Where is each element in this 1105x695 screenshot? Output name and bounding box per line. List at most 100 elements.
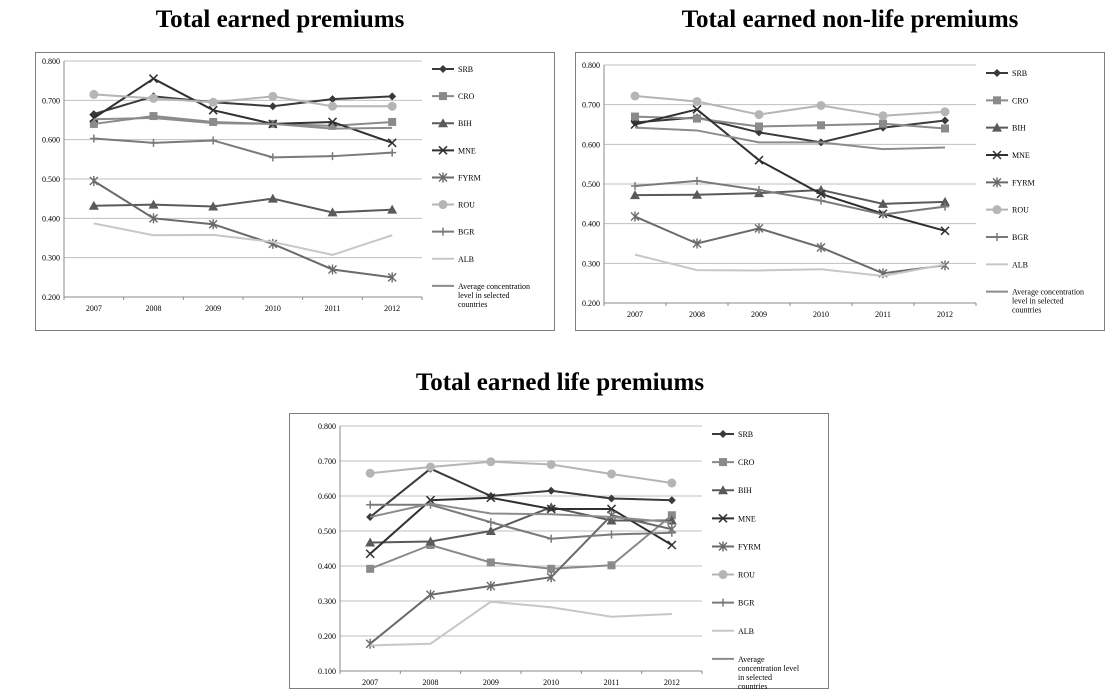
y-tick-label: 0.600: [318, 492, 336, 501]
data-point: [547, 486, 556, 495]
data-point: [89, 89, 99, 99]
data-point: [387, 138, 397, 148]
data-point: [209, 136, 218, 145]
legend-label: BGR: [738, 599, 755, 608]
legend-entry: Average concentration level in selected co…: [432, 282, 530, 309]
data-point: [878, 198, 888, 208]
data-point: [366, 564, 375, 573]
data-point: [387, 101, 397, 111]
series-mne: [89, 74, 397, 148]
data-point: [940, 226, 950, 236]
y-tick-label: 0.800: [582, 61, 600, 70]
legend-marker: [718, 513, 728, 523]
legend-entry: BIH: [712, 485, 752, 495]
series-rou: [365, 457, 677, 488]
y-tick-label: 0.700: [318, 457, 336, 466]
series-bgr: [89, 134, 397, 162]
data-point: [486, 518, 495, 527]
x-tick-label: 2008: [689, 310, 705, 319]
series-line: [93, 93, 393, 108]
chart-panel-non-life-premiums: 0.200 0.300 0.400 0.500 0.600 0.700 0.800 2007 2…: [575, 52, 1105, 331]
series-line: [634, 188, 946, 205]
data-point: [692, 104, 702, 114]
x-tick-label: 2009: [751, 310, 767, 319]
data-point: [327, 117, 338, 127]
data-point: [692, 238, 702, 249]
data-point: [692, 96, 702, 106]
legend-marker: [992, 177, 1002, 188]
chart-title-life-premiums: Total earned life premiums: [415, 369, 705, 396]
legend-marker: [718, 541, 728, 552]
series-line: [93, 222, 393, 256]
data-point: [754, 223, 764, 234]
y-tick-label: 0.400: [318, 562, 336, 571]
data-point: [879, 119, 887, 128]
data-point: [486, 493, 496, 503]
data-point: [607, 469, 616, 479]
data-point: [667, 478, 677, 488]
data-point: [607, 494, 616, 503]
y-tick-label: 0.800: [42, 57, 60, 66]
data-point: [328, 95, 337, 104]
legend-label: ROU: [738, 571, 755, 580]
x-tick-label: 2010: [543, 678, 559, 687]
data-point: [268, 153, 277, 162]
legend-entry: Average concentration level in selected cou…: [712, 655, 800, 691]
legend-marker: [992, 205, 1002, 215]
data-point: [149, 213, 158, 224]
data-point: [328, 152, 337, 161]
legend-marker: [439, 65, 447, 73]
series-line: [634, 108, 946, 232]
legend-label: SRB: [1012, 69, 1027, 78]
x-tick-label: 2007: [86, 304, 102, 313]
legend-marker: [992, 150, 1002, 160]
series-alb: [634, 253, 946, 278]
legend-marker: [438, 200, 448, 210]
x-tick-label: 2007: [362, 678, 378, 687]
data-point: [631, 181, 639, 190]
data-point: [388, 148, 397, 157]
data-point: [149, 112, 158, 121]
data-point: [755, 122, 763, 131]
data-point: [88, 200, 99, 210]
data-point: [388, 117, 397, 126]
data-point: [940, 107, 950, 117]
chart-title-total-premiums: Total earned premiums: [155, 6, 405, 33]
series-line: [634, 179, 946, 216]
legend-marker: [438, 118, 448, 128]
legend-label: CRO: [1012, 96, 1029, 105]
data-point: [485, 526, 496, 535]
legend-entry: SRB: [432, 65, 473, 74]
data-point: [328, 264, 337, 275]
series-average-concentration-level-in-selected-countries: [634, 126, 946, 151]
x-tick-label: 2011: [325, 304, 341, 313]
series-line: [634, 115, 946, 130]
legend-entry: ROU: [432, 200, 475, 210]
y-tick-label: 0.300: [582, 259, 600, 268]
data-point: [547, 564, 556, 573]
y-tick-label: 0.700: [582, 101, 600, 110]
x-tick-label: 2010: [265, 304, 281, 313]
data-point: [327, 207, 338, 217]
data-point: [365, 537, 376, 547]
legend-entry: SRB: [986, 69, 1027, 78]
legend-marker: [438, 172, 448, 183]
chart-non-life-premiums: 0.200 0.300 0.400 0.500 0.600 0.700 0.800 2007 2…: [582, 61, 1084, 319]
data-point: [630, 211, 640, 222]
legend-marker: [439, 92, 447, 101]
chart-life-premiums: 0.100 0.200 0.300 0.400 0.500 0.600 0.700 0.800…: [318, 422, 800, 691]
legend-label: FYRM: [738, 542, 761, 551]
legend-label: Average concentration level in selected co…: [458, 282, 530, 309]
legend-label: BIH: [1012, 124, 1026, 133]
legend-entry: ALB: [712, 627, 754, 636]
y-tick-label: 0.200: [318, 632, 336, 641]
data-point: [816, 242, 826, 253]
data-point: [387, 272, 397, 283]
series-fyrm: [89, 175, 397, 283]
y-tick-label: 0.200: [42, 293, 60, 302]
data-point: [366, 500, 375, 509]
data-point: [149, 93, 158, 103]
data-point: [208, 219, 218, 230]
data-point: [631, 112, 639, 121]
data-point: [547, 534, 556, 543]
